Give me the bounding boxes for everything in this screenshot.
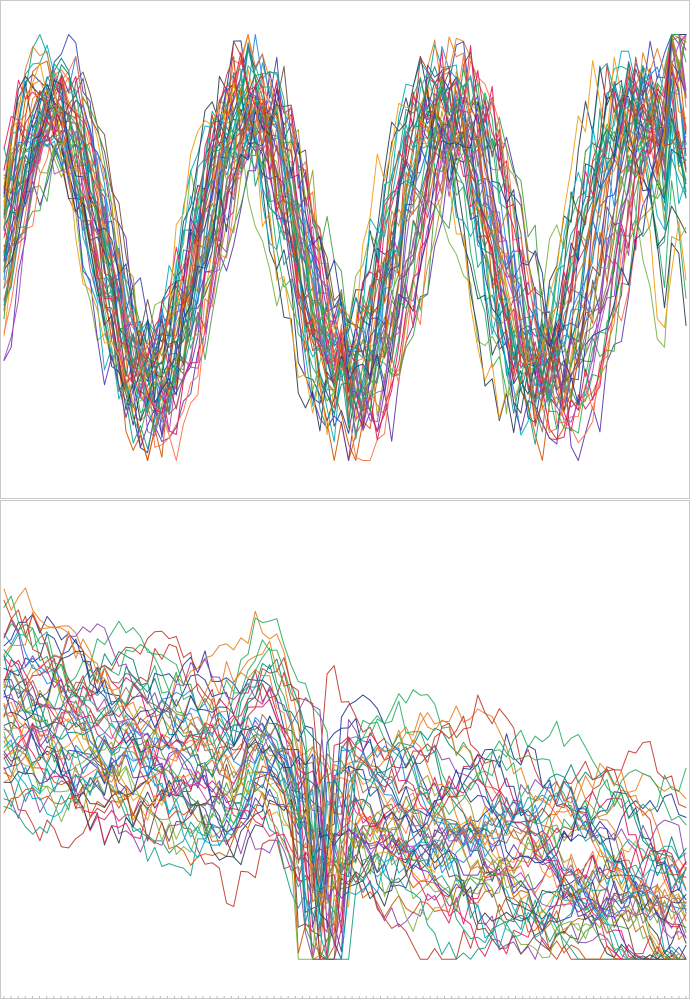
- series-line: [3, 751, 687, 960]
- chart-panel: [0, 500, 690, 999]
- series-line: [3, 34, 687, 405]
- series-line: [3, 623, 687, 850]
- series-line: [3, 34, 687, 435]
- series-line: [3, 657, 687, 924]
- series-line: [3, 630, 687, 913]
- series-line: [3, 36, 687, 433]
- series-line: [3, 739, 687, 960]
- series-line: [3, 770, 687, 960]
- series-line: [3, 717, 687, 952]
- series-line: [3, 766, 687, 960]
- series-line: [3, 685, 687, 926]
- series-line: [3, 587, 687, 858]
- series-line: [3, 721, 687, 960]
- series-line: [3, 699, 687, 919]
- series-line: [3, 40, 687, 427]
- series-line: [3, 701, 687, 941]
- series-line: [3, 42, 687, 415]
- series-line: [3, 650, 687, 921]
- series-line: [3, 60, 687, 374]
- series-line: [3, 599, 687, 814]
- chart-panel: [0, 0, 690, 499]
- series-line: [3, 34, 687, 417]
- series-line: [3, 731, 687, 960]
- series-line: [3, 631, 687, 884]
- series-line: [3, 673, 687, 934]
- series-line: [3, 609, 687, 876]
- series-line: [3, 656, 687, 895]
- series-line: [3, 34, 687, 391]
- series-line: [3, 79, 687, 373]
- series-line: [3, 64, 687, 461]
- series-line: [3, 611, 687, 890]
